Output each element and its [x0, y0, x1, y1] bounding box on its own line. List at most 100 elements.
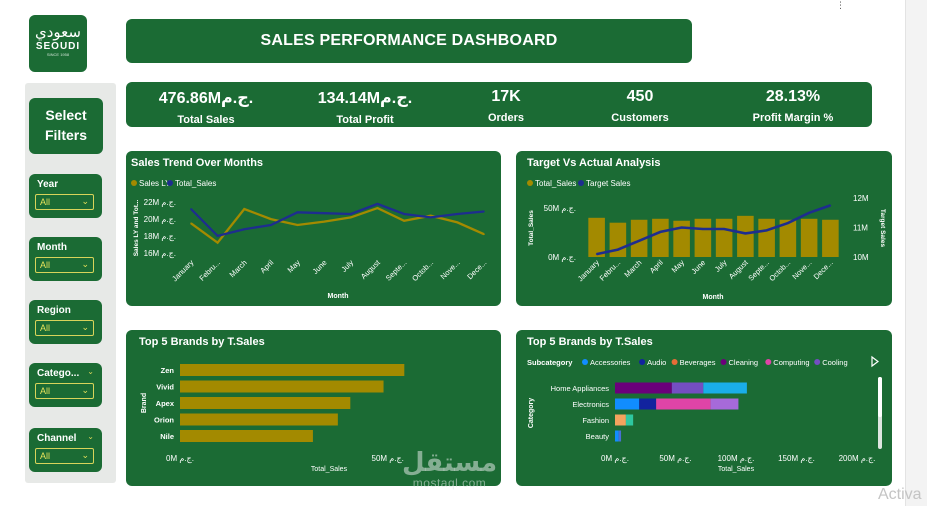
x-tick-label: March — [622, 258, 643, 279]
legend-label: Beverages — [680, 358, 716, 367]
filter-channel: Channel ⌄ All ⌄ — [29, 428, 102, 472]
bar-brand — [180, 413, 338, 426]
chevron-down-icon: ⌄ — [81, 322, 89, 332]
bar-segment-accessories — [615, 430, 619, 442]
data-point — [350, 213, 352, 215]
y-tick-label-left: 0M ج.م. — [548, 253, 576, 262]
y-axis-title-right: Target Sales — [879, 209, 886, 248]
kpi-value: 134.14Mج.م. — [317, 90, 413, 107]
y-tick-label: 20M ج.م. — [144, 215, 176, 224]
chevron-down-icon: ⌄ — [81, 196, 89, 206]
data-point — [680, 226, 683, 229]
x-tick-label: 0M ج.م. — [601, 454, 629, 463]
top-brands-chart: Zen Vivid Apex Orion Nile 0M ج.م. 50M ج.م. Tota… — [141, 364, 405, 473]
logo-english: SEOUDI — [35, 41, 81, 52]
y-tick-label: Zen — [161, 366, 175, 375]
data-point — [429, 216, 432, 219]
kpi-total-profit: 134.14Mج.م. Total Profit — [305, 88, 425, 126]
data-point — [456, 221, 459, 224]
data-point — [638, 239, 640, 242]
filter-region: Region All ⌄ — [29, 300, 102, 344]
y-axis-title: Brand — [141, 393, 148, 413]
select-filters-button[interactable]: Select Filters — [29, 98, 103, 154]
filter-channel-label: Channel — [37, 433, 77, 444]
data-point — [216, 241, 219, 244]
data-point — [190, 208, 192, 210]
x-tick-label: Dece... — [465, 258, 488, 281]
legend-label: Accessories — [590, 358, 631, 367]
kpi-value: 450 — [626, 88, 654, 105]
more-options-icon[interactable]: ⋮ — [836, 0, 845, 10]
x-tick-label: 150M ج.م. — [778, 454, 815, 463]
legend-next-icon — [871, 355, 879, 368]
y-tick-label: Beauty — [586, 432, 610, 441]
x-tick-label: Nove... — [790, 258, 813, 281]
bar-brand — [180, 397, 351, 409]
x-tick-label: Dece... — [812, 258, 835, 281]
target-vs-actual-panel[interactable]: Target Vs Actual Analysis Total_Sales Tar… — [516, 151, 892, 306]
y-axis-title: Sales LY and Tot... — [133, 200, 140, 257]
data-point — [617, 248, 619, 251]
x-tick-label: January — [170, 258, 195, 283]
sales-trend-chart: Sales LY Total_Sales 22M ج.م. 20M ج.م. 18M ج… — [131, 179, 488, 300]
top-brands-subcategory-panel[interactable]: Top 5 Brands by T.Sales Subcategory Acces… — [516, 330, 892, 486]
scroll-strip[interactable] — [905, 0, 927, 506]
data-point — [744, 232, 747, 235]
bar-segment-beverages — [615, 414, 626, 426]
os-activation-watermark: Activa — [878, 486, 922, 503]
data-point — [456, 213, 459, 215]
bar-total-sales — [779, 219, 797, 257]
bar-segment-audio — [639, 398, 657, 410]
legend-label: Target Sales — [586, 179, 630, 188]
y-tick-label: 22M ج.م. — [144, 198, 176, 207]
legend-marker — [671, 359, 678, 365]
bar-total-sales — [715, 218, 733, 257]
filter-channel-value: All — [40, 451, 51, 461]
kpi-bar: 476.86Mج.م. Total Sales 134.14Mج.م. Tota… — [126, 82, 872, 127]
data-point — [270, 224, 272, 226]
x-axis-title: Month — [703, 294, 724, 301]
kpi-label: Total Profit — [336, 114, 394, 126]
bar-total-sales — [588, 217, 605, 257]
x-tick-label: 50M ج.م. — [659, 454, 691, 463]
data-point — [243, 228, 246, 230]
bar-total-sales — [737, 215, 754, 257]
top-brands-panel[interactable]: Top 5 Brands by T.Sales Zen Vivid Apex Orio… — [126, 330, 501, 486]
bar-segment-cleaning — [615, 382, 672, 394]
x-tick-label: May — [286, 258, 303, 275]
filter-region-dropdown[interactable]: All ⌄ — [35, 320, 94, 336]
legend-label: Total_Sales — [175, 179, 216, 188]
data-point — [595, 253, 598, 255]
kpi-orders: 17K Orders — [471, 88, 541, 124]
x-tick-label: Octob... — [410, 258, 435, 283]
y-axis-title-left: Total_Sales — [528, 210, 535, 246]
kpi-label: Customers — [611, 112, 669, 124]
x-tick-label: June — [689, 258, 707, 276]
data-point — [243, 208, 246, 210]
y-tick-label: Nile — [160, 432, 174, 441]
data-point — [483, 210, 485, 213]
x-axis-title: Total_Sales — [718, 466, 755, 473]
filter-month-dropdown[interactable]: All ⌄ — [35, 257, 94, 273]
x-tick-label: Febru... — [197, 258, 222, 283]
data-point — [765, 229, 768, 232]
chart-title: Top 5 Brands by T.Sales — [527, 336, 653, 348]
kpi-label: Orders — [487, 112, 525, 124]
data-point — [403, 219, 405, 222]
legend-marker — [582, 359, 588, 365]
filter-category-dropdown[interactable]: All ⌄ — [35, 383, 94, 399]
x-tick-label: April — [648, 258, 665, 275]
x-tick-label: July — [339, 258, 355, 274]
data-point — [702, 228, 704, 230]
bar-segment-accessories — [625, 414, 634, 426]
y-tick-label-right: 12M — [853, 194, 869, 203]
chevron-down-icon: ⌄ — [81, 450, 89, 460]
chevron-down-icon: ⌄ — [87, 367, 94, 376]
sales-trend-panel[interactable]: Sales Trend Over Months Sales LY Total_Sa… — [126, 151, 501, 306]
filter-year: Year All ⌄ — [29, 174, 102, 218]
data-point — [323, 220, 325, 223]
data-point — [323, 212, 325, 214]
y-tick-label: Electronics — [572, 400, 609, 409]
filter-channel-dropdown[interactable]: All ⌄ — [35, 448, 94, 464]
filter-year-dropdown[interactable]: All ⌄ — [35, 194, 94, 210]
